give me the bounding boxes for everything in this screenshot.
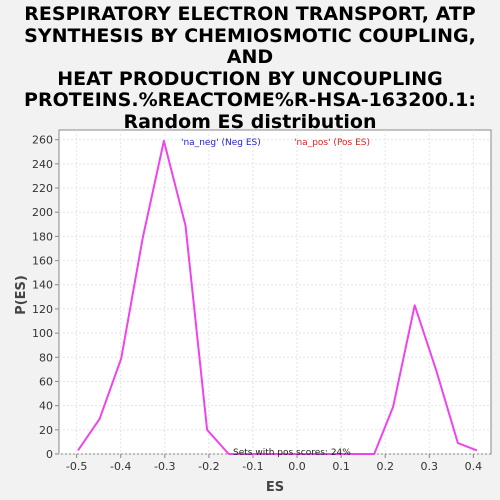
y-tick-label: 180: [32, 230, 53, 243]
y-tick-label: 80: [39, 351, 53, 364]
legend-entry-pos: 'na_pos' (Pos ES): [294, 138, 370, 148]
series-layer: [77, 139, 478, 455]
x-tick-label: -0.1: [242, 460, 263, 473]
x-tick-label: -0.2: [198, 460, 219, 473]
y-tick-label: 200: [32, 206, 53, 219]
legend-entry-neg: 'na_neg' (Neg ES): [181, 138, 261, 148]
y-tick-label: 40: [39, 400, 53, 413]
chart-title: RESPIRATORY ELECTRON TRANSPORT, ATP SYNT…: [24, 3, 476, 133]
pos-scores-annotation: Sets with pos scores: 24%: [233, 448, 351, 458]
y-tick-label: 140: [32, 279, 53, 292]
x-tick-label: -0.4: [110, 460, 131, 473]
y-tick-label: 260: [32, 134, 53, 147]
x-tick-label: 0.3: [421, 460, 439, 473]
x-tick-label: 0.4: [465, 460, 483, 473]
x-tick-label: 0.2: [376, 460, 394, 473]
grid-lines: [59, 130, 491, 455]
y-tick-label: 120: [32, 303, 53, 316]
axes: -0.5 -0.4 -0.3 -0.2 -0.1 0.0 0.1 0.2 0.3 0.4 0 20 40…: [32, 134, 482, 473]
y-tick-label: 0: [46, 448, 53, 461]
y-tick-label: 220: [32, 182, 53, 195]
y-axis-label: P(ES): [14, 275, 29, 315]
x-tick-label: -0.5: [66, 460, 87, 473]
x-axis-label: ES: [266, 480, 284, 495]
x-tick-label: -0.3: [154, 460, 175, 473]
legend: 'na_neg' (Neg ES) 'na_pos' (Pos ES): [181, 138, 370, 148]
y-tick-label: 20: [39, 424, 53, 437]
x-tick-label: 0.0: [288, 460, 306, 473]
series-line-0: [77, 139, 478, 455]
y-tick-label: 100: [32, 327, 53, 340]
y-tick-label: 240: [32, 158, 53, 171]
y-tick-label: 60: [39, 375, 53, 388]
x-tick-label: 0.1: [332, 460, 350, 473]
y-tick-label: 160: [32, 255, 53, 268]
plot-area: [58, 129, 492, 455]
